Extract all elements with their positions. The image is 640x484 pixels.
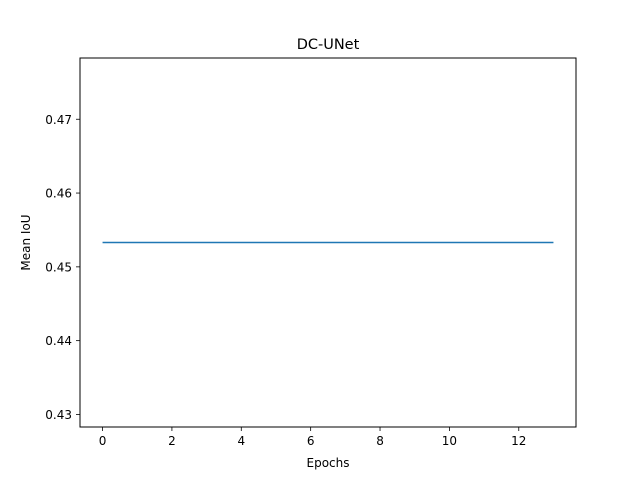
y-axis-label: Mean IoU	[19, 214, 33, 270]
y-tick-label: 0.46	[45, 187, 72, 201]
y-tick-label: 0.44	[45, 334, 72, 348]
y-tick-label: 0.47	[45, 113, 72, 127]
x-tick-label: 6	[307, 434, 315, 448]
y-axis-ticks: 0.43 0.44 0.45 0.46 0.47	[45, 113, 80, 422]
x-tick-label: 10	[442, 434, 457, 448]
x-tick-label: 2	[168, 434, 176, 448]
x-tick-label: 0	[99, 434, 107, 448]
x-axis-label: Epochs	[307, 456, 350, 470]
plot-frame	[79, 57, 577, 428]
y-tick-label: 0.43	[45, 408, 72, 422]
x-tick-label: 12	[511, 434, 526, 448]
x-tick-label: 8	[376, 434, 384, 448]
y-tick-label: 0.45	[45, 260, 72, 274]
x-axis-ticks: 0 2 4 6 8 10 12	[99, 427, 526, 448]
x-tick-label: 4	[237, 434, 245, 448]
chart-title: DC-UNet	[297, 37, 360, 53]
